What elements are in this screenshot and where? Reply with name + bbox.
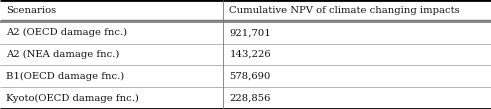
Text: 921,701: 921,701 bbox=[229, 28, 271, 37]
Text: B1(OECD damage fnc.): B1(OECD damage fnc.) bbox=[6, 72, 124, 81]
Text: A2 (OECD damage fnc.): A2 (OECD damage fnc.) bbox=[6, 28, 127, 37]
Text: Cumulative NPV of climate changing impacts: Cumulative NPV of climate changing impac… bbox=[229, 6, 460, 15]
Text: Kyoto(OECD damage fnc.): Kyoto(OECD damage fnc.) bbox=[6, 94, 139, 103]
Text: 578,690: 578,690 bbox=[229, 72, 271, 81]
Text: 228,856: 228,856 bbox=[229, 94, 271, 103]
Text: A2 (NEA damage fnc.): A2 (NEA damage fnc.) bbox=[6, 50, 119, 59]
Text: Scenarios: Scenarios bbox=[6, 6, 56, 15]
Text: 143,226: 143,226 bbox=[229, 50, 271, 59]
